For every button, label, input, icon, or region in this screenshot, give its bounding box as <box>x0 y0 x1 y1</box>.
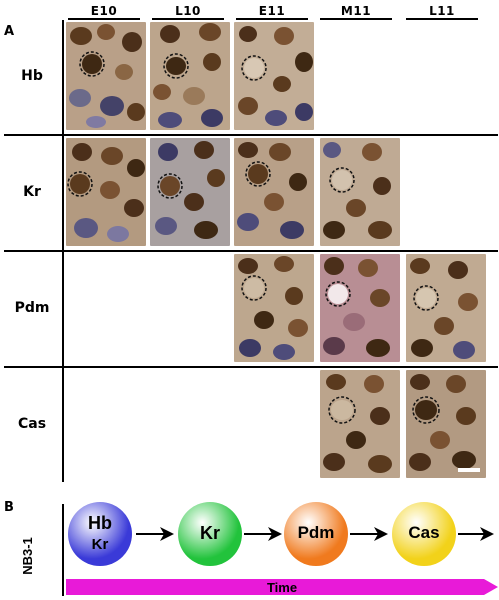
stage-circle-top-label: Kr <box>199 523 220 543</box>
scale-bar <box>458 468 480 472</box>
column-header-e11: E11 <box>258 4 286 18</box>
micrograph-hb-l10 <box>150 22 230 130</box>
row-label-hb: Hb <box>21 68 43 84</box>
row-label-pdm: Pdm <box>14 300 50 316</box>
micrograph-pdm-l11 <box>406 254 486 362</box>
arrow-right-icon <box>458 527 494 541</box>
stage-circle-bottom-label: Kr <box>91 536 109 553</box>
panel-b-axis-line <box>62 504 64 596</box>
grid-row-divider <box>4 134 498 136</box>
time-arrow-bar: Time <box>66 576 498 598</box>
stage-circle-kr: Kr <box>178 502 242 566</box>
column-header-l11: L11 <box>429 4 455 18</box>
stage-circle-pdm: Pdm <box>284 502 348 566</box>
column-header-m11: M11 <box>340 4 372 18</box>
stage-circle-top-label: Cas <box>408 523 440 542</box>
stage-circle-cas: Cas <box>392 502 456 566</box>
lineage-label-text: NB3-1 <box>20 537 35 575</box>
micrograph-hb-e11 <box>234 22 314 130</box>
column-underline <box>68 18 140 20</box>
micrograph-hb-e10 <box>66 22 146 130</box>
grid-row-divider <box>4 366 498 368</box>
micrograph-kr-e10 <box>66 138 146 246</box>
column-underline <box>152 18 224 20</box>
column-underline <box>320 18 392 20</box>
arrow-right-icon <box>350 527 388 541</box>
row-label-kr: Kr <box>23 184 41 200</box>
column-underline <box>236 18 308 20</box>
stage-circle-top-label: Hb <box>88 513 112 533</box>
panel-b-letter: B <box>4 500 14 515</box>
column-header-e10: E10 <box>90 4 118 18</box>
lineage-label: NB3-1 <box>18 516 38 596</box>
time-label: Time <box>266 580 298 595</box>
column-underline <box>406 18 478 20</box>
micrograph-cas-m11 <box>320 370 400 478</box>
micrograph-kr-e11 <box>234 138 314 246</box>
stage-circle-hb-kr: Hb Kr <box>68 502 132 566</box>
row-label-cas: Cas <box>17 416 47 432</box>
micrograph-kr-l10 <box>150 138 230 246</box>
micrograph-cas-l11 <box>406 370 486 478</box>
micrograph-kr-m11 <box>320 138 400 246</box>
panel-a-letter: A <box>4 24 15 39</box>
stage-circle-top-label: Pdm <box>297 523 335 542</box>
arrow-right-icon <box>136 527 174 541</box>
micrograph-pdm-e11 <box>234 254 314 362</box>
arrow-right-icon <box>244 527 282 541</box>
column-header-l10: L10 <box>175 4 201 18</box>
grid-row-divider <box>4 250 498 252</box>
micrograph-pdm-m11 <box>320 254 400 362</box>
